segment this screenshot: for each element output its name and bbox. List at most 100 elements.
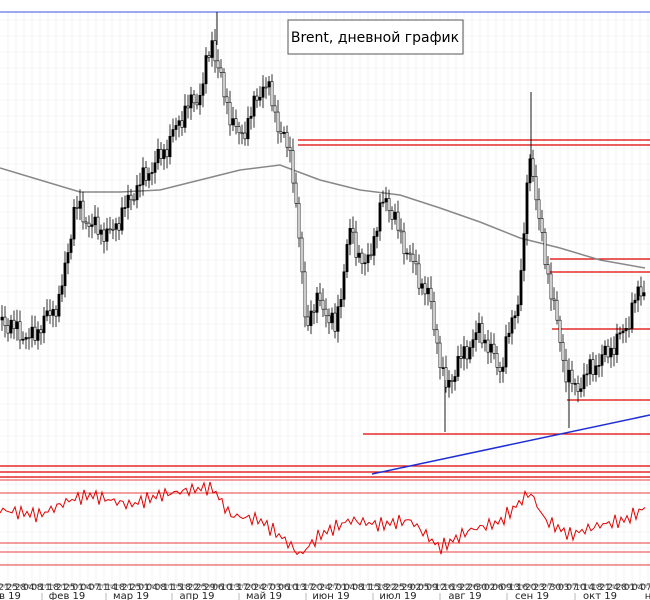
- candle-body: [471, 339, 475, 348]
- candle-body: [87, 222, 91, 227]
- candle-body: [120, 207, 124, 231]
- candle-body: [423, 283, 427, 295]
- x-axis-day-label: 07: [89, 583, 100, 593]
- x-axis-day-label: 05: [418, 583, 429, 593]
- candle-body: [354, 231, 358, 258]
- x-axis-month-label: май 19: [246, 591, 282, 600]
- candle-body: [597, 365, 601, 367]
- candle-body: [327, 315, 331, 324]
- candle-body: [90, 224, 94, 227]
- candle-body: [366, 254, 370, 264]
- candle-body: [600, 354, 604, 366]
- candle-body: [168, 135, 172, 158]
- candle-body: [258, 96, 262, 101]
- x-axis-day-label: 01: [72, 583, 83, 593]
- x-axis-day-label: 22: [188, 583, 199, 593]
- moving-average-series: [0, 164, 646, 269]
- candle-body: [525, 182, 529, 234]
- x-axis-day-label: 07: [640, 583, 650, 593]
- x-axis-month-label: сен 19: [515, 591, 549, 600]
- candle-body: [63, 262, 67, 287]
- candle-body: [132, 199, 136, 202]
- x-axis-day-label: 17: [303, 583, 314, 593]
- x-axis-month-label: июн 19: [312, 591, 349, 600]
- candle-body: [399, 229, 403, 233]
- candle-body: [633, 299, 637, 304]
- candle-body: [276, 111, 280, 133]
- candle-body: [24, 337, 28, 340]
- x-axis-month-label: авг 19: [448, 591, 481, 600]
- x-axis-day-label: 25: [7, 583, 18, 593]
- candle-body: [438, 342, 442, 369]
- candle-body: [231, 118, 235, 126]
- candle-body: [561, 342, 565, 361]
- candle-body: [267, 81, 271, 88]
- candle-body: [549, 273, 553, 300]
- candle-body: [243, 132, 247, 140]
- x-axis-day-label: 07: [566, 583, 577, 593]
- candle-body: [459, 355, 463, 359]
- x-axis-day-label: 13: [509, 583, 520, 593]
- candle-body: [450, 379, 454, 382]
- candle-body: [249, 115, 253, 119]
- x-axis-day-label: 19: [451, 583, 463, 593]
- candle-body: [201, 83, 205, 96]
- candle-body: [291, 150, 295, 184]
- candle-body: [111, 228, 115, 231]
- candle-body: [345, 244, 349, 273]
- x-axis-day-label: 11: [360, 583, 371, 593]
- candle-body: [180, 120, 184, 128]
- candle-body: [510, 317, 514, 334]
- x-axis-month-label: апр 19: [180, 591, 215, 600]
- candle-body: [420, 283, 424, 289]
- candle-body: [225, 96, 229, 103]
- x-axis-day-label: 15: [171, 583, 182, 593]
- x-axis-day-label: 27: [328, 583, 339, 593]
- oscillator-panel: [0, 479, 650, 566]
- candlestick-series: [0, 12, 646, 432]
- candle-body: [414, 261, 418, 265]
- x-axis-day-label: 11: [97, 583, 108, 593]
- candle-body: [69, 238, 73, 253]
- candle-body: [543, 232, 547, 265]
- candle-body: [153, 162, 157, 173]
- x-axis: 2125280408111821250104071114182125010408…: [0, 583, 650, 600]
- candle-body: [0, 316, 4, 321]
- x-axis-day-label: 12: [435, 583, 446, 593]
- candle-body: [498, 367, 502, 372]
- candle-body: [105, 228, 109, 242]
- candle-body: [54, 309, 58, 317]
- candle-body: [75, 206, 79, 209]
- candle-body: [42, 315, 46, 334]
- candle-body: [156, 148, 160, 164]
- x-axis-day-label: 13: [229, 583, 240, 593]
- x-axis-day-label: 04: [81, 583, 93, 593]
- candle-body: [426, 287, 430, 295]
- candle-body: [246, 118, 250, 140]
- candle-body: [462, 346, 466, 359]
- candle-body: [636, 286, 640, 301]
- candle-body: [474, 332, 478, 341]
- oscillator-line: [0, 481, 646, 556]
- candle-body: [537, 199, 541, 219]
- candle-body: [150, 172, 154, 174]
- candle-body: [57, 293, 61, 317]
- candle-body: [417, 263, 421, 289]
- candle-body: [6, 325, 10, 334]
- candle-body: [183, 105, 187, 128]
- candle-body: [330, 312, 334, 324]
- x-axis-day-label: 21: [599, 583, 610, 593]
- candle-body: [408, 252, 412, 255]
- candle-body: [21, 338, 25, 341]
- x-axis-day-label: 16: [517, 583, 529, 593]
- chart-title-box: Brent, дневной график: [287, 19, 464, 55]
- x-axis-day-label: 11: [39, 583, 50, 593]
- candle-body: [432, 301, 436, 331]
- x-axis-day-label: 09: [426, 583, 438, 593]
- x-axis-day-label: 18: [114, 583, 126, 593]
- candle-body: [195, 102, 199, 106]
- candle-body: [15, 321, 19, 330]
- x-axis-day-label: 18: [591, 583, 603, 593]
- candle-body: [390, 210, 394, 220]
- candle-body: [162, 149, 166, 159]
